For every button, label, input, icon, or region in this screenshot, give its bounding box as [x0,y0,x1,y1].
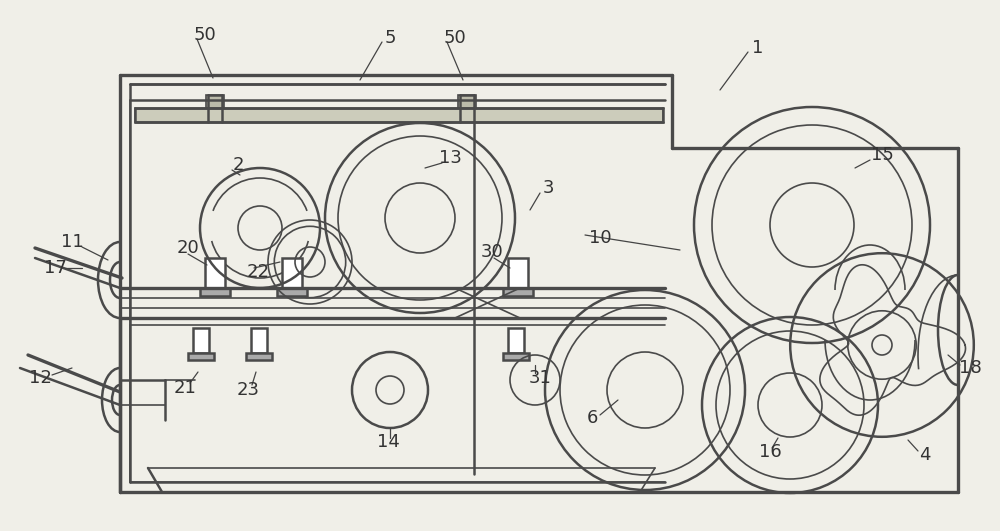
Bar [251,328,267,353]
Bar [188,353,214,360]
Text: 16: 16 [759,443,781,461]
Text: 18: 18 [959,359,981,377]
Text: 30: 30 [481,243,503,261]
Text: 31: 31 [529,369,551,387]
Text: 5: 5 [384,29,396,47]
Text: 2: 2 [232,156,244,174]
Bar [193,328,209,353]
Bar [458,95,476,108]
Text: 17: 17 [44,259,66,277]
Bar [508,328,524,353]
Bar [277,288,307,296]
Text: 14: 14 [377,433,399,451]
Bar [282,258,302,288]
Bar [200,288,230,296]
Text: 13: 13 [439,149,461,167]
Bar [508,258,528,288]
Text: 10: 10 [589,229,611,247]
Text: 22: 22 [246,263,270,281]
Text: 20: 20 [177,239,199,257]
Text: 6: 6 [586,409,598,427]
Text: 12: 12 [29,369,51,387]
Bar [205,258,225,288]
Text: 3: 3 [542,179,554,197]
Text: 23: 23 [237,381,260,399]
Text: 50: 50 [444,29,466,47]
Text: 1: 1 [752,39,764,57]
Text: 15: 15 [871,146,893,164]
Bar [246,353,272,360]
Text: 4: 4 [919,446,931,464]
Bar [503,353,529,360]
Bar [206,95,224,108]
Bar [503,288,533,296]
Text: 21: 21 [174,379,196,397]
Text: 50: 50 [194,26,216,44]
Text: 11: 11 [61,233,83,251]
Bar [135,108,663,122]
